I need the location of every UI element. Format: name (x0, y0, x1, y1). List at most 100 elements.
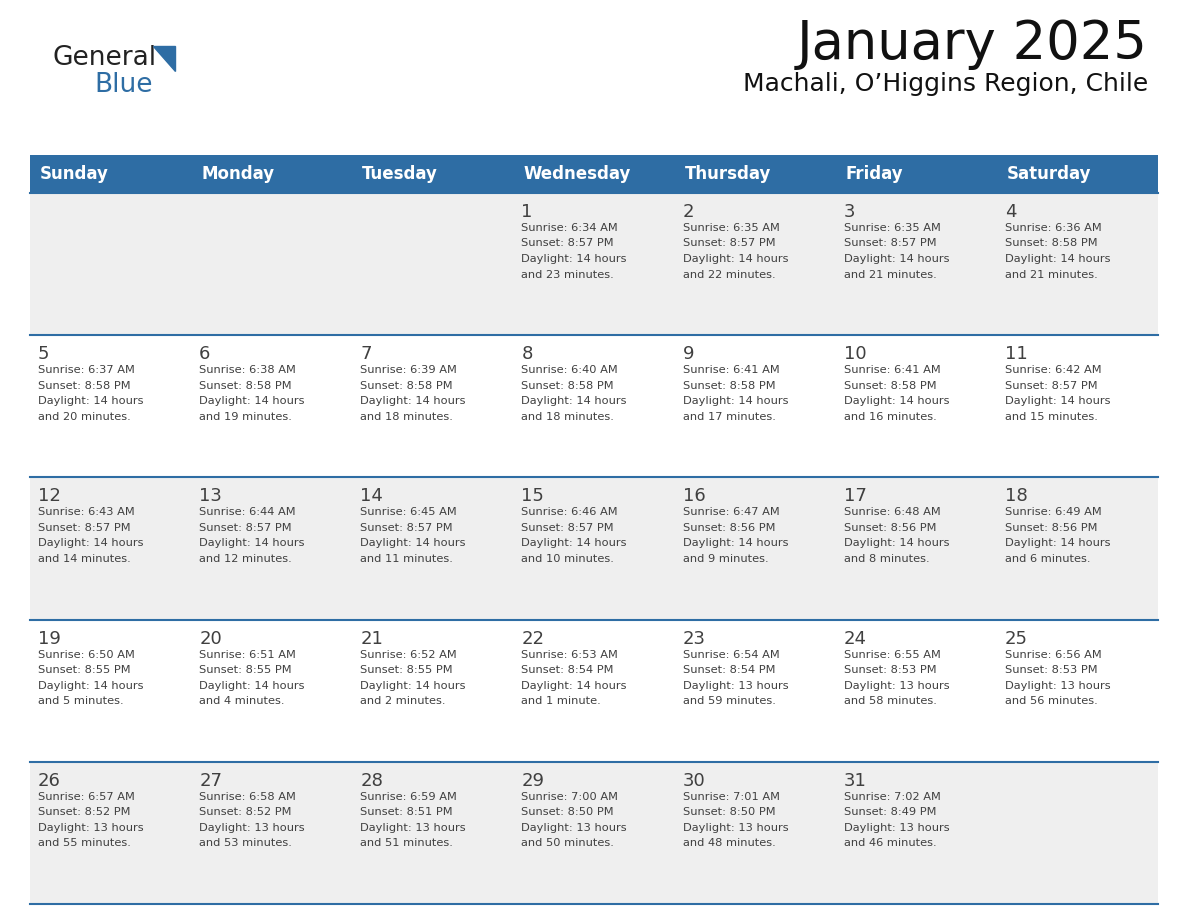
Text: Blue: Blue (94, 72, 152, 98)
Text: 6: 6 (200, 345, 210, 364)
Text: and 14 minutes.: and 14 minutes. (38, 554, 131, 564)
Text: Sunrise: 6:39 AM: Sunrise: 6:39 AM (360, 365, 457, 375)
Text: 30: 30 (683, 772, 706, 789)
Text: Sunset: 8:52 PM: Sunset: 8:52 PM (38, 807, 131, 817)
Text: Daylight: 14 hours: Daylight: 14 hours (522, 254, 627, 264)
Text: Daylight: 13 hours: Daylight: 13 hours (1005, 680, 1111, 690)
Text: Sunrise: 7:01 AM: Sunrise: 7:01 AM (683, 792, 779, 801)
Text: Sunset: 8:58 PM: Sunset: 8:58 PM (38, 381, 131, 391)
Text: Daylight: 14 hours: Daylight: 14 hours (843, 397, 949, 406)
Text: 8: 8 (522, 345, 532, 364)
Bar (30, 155, 1158, 193)
Text: 16: 16 (683, 487, 706, 506)
Text: Daylight: 14 hours: Daylight: 14 hours (522, 397, 627, 406)
Text: Machali, O’Higgins Region, Chile: Machali, O’Higgins Region, Chile (742, 72, 1148, 96)
Text: Daylight: 14 hours: Daylight: 14 hours (843, 254, 949, 264)
Text: 15: 15 (522, 487, 544, 506)
Text: Daylight: 14 hours: Daylight: 14 hours (38, 538, 144, 548)
Text: and 11 minutes.: and 11 minutes. (360, 554, 453, 564)
Text: Sunrise: 6:44 AM: Sunrise: 6:44 AM (200, 508, 296, 518)
Text: Sunset: 8:56 PM: Sunset: 8:56 PM (683, 523, 775, 533)
Text: Sunday: Sunday (40, 165, 109, 183)
Text: Sunset: 8:53 PM: Sunset: 8:53 PM (1005, 666, 1098, 675)
Text: Sunrise: 6:36 AM: Sunrise: 6:36 AM (1005, 223, 1101, 233)
Text: Sunrise: 6:48 AM: Sunrise: 6:48 AM (843, 508, 941, 518)
Text: Daylight: 14 hours: Daylight: 14 hours (1005, 538, 1111, 548)
Text: and 5 minutes.: and 5 minutes. (38, 696, 124, 706)
Text: and 46 minutes.: and 46 minutes. (843, 838, 936, 848)
Text: Sunrise: 6:35 AM: Sunrise: 6:35 AM (843, 223, 941, 233)
Text: Sunrise: 6:54 AM: Sunrise: 6:54 AM (683, 650, 779, 660)
Text: Sunrise: 6:59 AM: Sunrise: 6:59 AM (360, 792, 457, 801)
Text: and 8 minutes.: and 8 minutes. (843, 554, 929, 564)
Text: Sunset: 8:57 PM: Sunset: 8:57 PM (522, 239, 614, 249)
Text: Sunset: 8:58 PM: Sunset: 8:58 PM (843, 381, 936, 391)
Text: Sunrise: 7:02 AM: Sunrise: 7:02 AM (843, 792, 941, 801)
Text: and 21 minutes.: and 21 minutes. (843, 270, 936, 279)
Text: 11: 11 (1005, 345, 1028, 364)
Text: and 58 minutes.: and 58 minutes. (843, 696, 936, 706)
Text: Sunset: 8:51 PM: Sunset: 8:51 PM (360, 807, 453, 817)
Text: Sunrise: 6:40 AM: Sunrise: 6:40 AM (522, 365, 618, 375)
Text: Sunset: 8:55 PM: Sunset: 8:55 PM (200, 666, 292, 675)
Text: Daylight: 14 hours: Daylight: 14 hours (200, 538, 304, 548)
Text: Sunset: 8:56 PM: Sunset: 8:56 PM (843, 523, 936, 533)
Text: Sunset: 8:58 PM: Sunset: 8:58 PM (1005, 239, 1098, 249)
Text: 21: 21 (360, 630, 384, 647)
Text: Sunrise: 7:00 AM: Sunrise: 7:00 AM (522, 792, 619, 801)
Text: and 23 minutes.: and 23 minutes. (522, 270, 614, 279)
Text: Daylight: 14 hours: Daylight: 14 hours (683, 254, 788, 264)
Text: Daylight: 13 hours: Daylight: 13 hours (843, 823, 949, 833)
Text: 2: 2 (683, 203, 694, 221)
Text: Sunset: 8:52 PM: Sunset: 8:52 PM (200, 807, 291, 817)
Text: and 1 minute.: and 1 minute. (522, 696, 601, 706)
Text: and 51 minutes.: and 51 minutes. (360, 838, 453, 848)
Text: Friday: Friday (846, 165, 903, 183)
Text: and 48 minutes.: and 48 minutes. (683, 838, 776, 848)
Text: Sunrise: 6:57 AM: Sunrise: 6:57 AM (38, 792, 135, 801)
Text: 12: 12 (38, 487, 61, 506)
Text: and 55 minutes.: and 55 minutes. (38, 838, 131, 848)
Text: Sunrise: 6:41 AM: Sunrise: 6:41 AM (683, 365, 779, 375)
Text: Daylight: 13 hours: Daylight: 13 hours (683, 680, 788, 690)
Text: Daylight: 14 hours: Daylight: 14 hours (522, 538, 627, 548)
Text: and 2 minutes.: and 2 minutes. (360, 696, 446, 706)
Text: Sunrise: 6:41 AM: Sunrise: 6:41 AM (843, 365, 941, 375)
Text: and 20 minutes.: and 20 minutes. (38, 411, 131, 421)
Text: Sunrise: 6:47 AM: Sunrise: 6:47 AM (683, 508, 779, 518)
Text: Sunset: 8:55 PM: Sunset: 8:55 PM (38, 666, 131, 675)
Text: and 56 minutes.: and 56 minutes. (1005, 696, 1098, 706)
Text: Daylight: 14 hours: Daylight: 14 hours (843, 538, 949, 548)
Text: Sunrise: 6:37 AM: Sunrise: 6:37 AM (38, 365, 135, 375)
Text: Daylight: 13 hours: Daylight: 13 hours (200, 823, 305, 833)
Text: and 59 minutes.: and 59 minutes. (683, 696, 776, 706)
Text: Sunset: 8:50 PM: Sunset: 8:50 PM (683, 807, 776, 817)
Text: Sunrise: 6:52 AM: Sunrise: 6:52 AM (360, 650, 457, 660)
Text: Sunset: 8:57 PM: Sunset: 8:57 PM (843, 239, 936, 249)
Text: Sunrise: 6:46 AM: Sunrise: 6:46 AM (522, 508, 618, 518)
Text: January 2025: January 2025 (797, 18, 1148, 70)
Text: Sunrise: 6:38 AM: Sunrise: 6:38 AM (200, 365, 296, 375)
Text: and 18 minutes.: and 18 minutes. (360, 411, 453, 421)
Text: General: General (52, 45, 156, 71)
Text: Sunset: 8:57 PM: Sunset: 8:57 PM (360, 523, 453, 533)
Text: 18: 18 (1005, 487, 1028, 506)
Text: Sunset: 8:58 PM: Sunset: 8:58 PM (522, 381, 614, 391)
Text: 4: 4 (1005, 203, 1017, 221)
Text: Sunrise: 6:56 AM: Sunrise: 6:56 AM (1005, 650, 1101, 660)
Text: 14: 14 (360, 487, 384, 506)
Text: and 50 minutes.: and 50 minutes. (522, 838, 614, 848)
Bar (30, 477, 1158, 620)
Text: Wednesday: Wednesday (524, 165, 631, 183)
Text: 23: 23 (683, 630, 706, 647)
Text: Daylight: 14 hours: Daylight: 14 hours (683, 538, 788, 548)
Text: Sunset: 8:58 PM: Sunset: 8:58 PM (683, 381, 776, 391)
Text: Daylight: 14 hours: Daylight: 14 hours (200, 397, 304, 406)
Text: Daylight: 14 hours: Daylight: 14 hours (522, 680, 627, 690)
Text: and 4 minutes.: and 4 minutes. (200, 696, 285, 706)
Text: Sunset: 8:57 PM: Sunset: 8:57 PM (38, 523, 131, 533)
Bar (30, 335, 1158, 477)
Text: 5: 5 (38, 345, 50, 364)
Text: 25: 25 (1005, 630, 1028, 647)
Text: 3: 3 (843, 203, 855, 221)
